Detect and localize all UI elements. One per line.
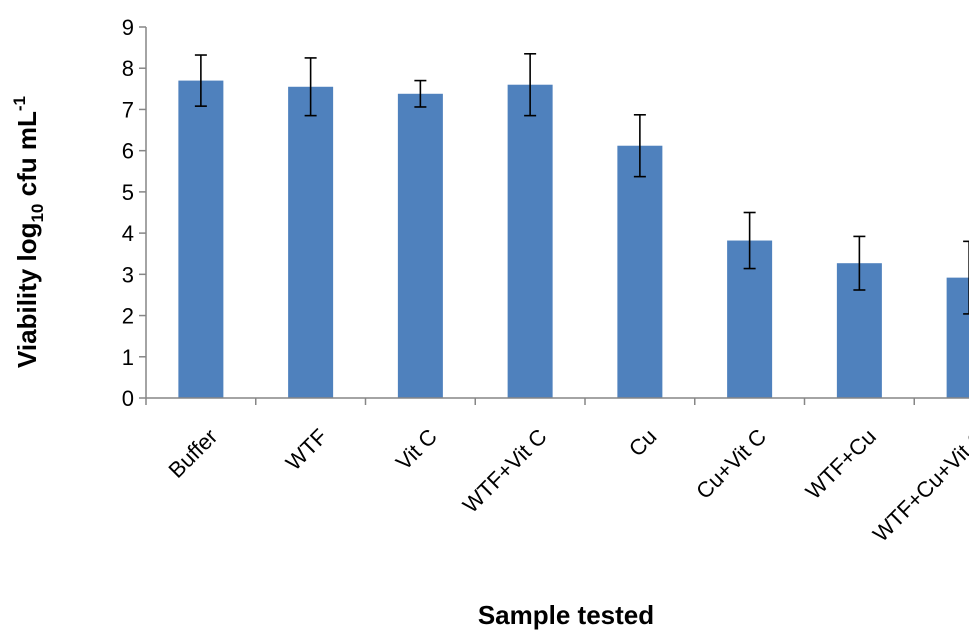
x-axis-title: Sample tested — [478, 600, 654, 630]
x-tick-label: WTF+Cu — [801, 424, 881, 504]
bar — [397, 93, 443, 398]
bars — [178, 80, 969, 399]
bar — [288, 86, 334, 399]
y-axis-title-middle: cfu mL — [12, 111, 42, 204]
y-tick-label: 6 — [122, 139, 134, 164]
x-tick-label: WTF+Cu+Vit C — [868, 424, 969, 547]
y-axis-title-prefix: Viability log — [12, 223, 42, 368]
y-axis-title-subscript: 10 — [28, 204, 47, 223]
y-axis-title: Viability log10 cfu mL-1 — [10, 96, 47, 368]
x-tick-label: Cu+Vit C — [691, 424, 771, 504]
y-tick-label: 3 — [122, 262, 134, 287]
y-axis-ticks: 0 1 2 3 4 5 6 7 8 9 — [122, 15, 146, 411]
y-tick-label: 5 — [122, 180, 134, 205]
x-tick-label: Cu — [624, 424, 662, 462]
y-tick-label: 9 — [122, 15, 134, 40]
y-tick-label: 1 — [122, 345, 134, 370]
bar — [507, 84, 553, 398]
x-tick-label: WTF — [281, 424, 332, 475]
y-axis-title-superscript: -1 — [10, 96, 29, 111]
y-tick-label: 7 — [122, 97, 134, 122]
bar — [946, 277, 969, 398]
y-tick-label: 8 — [122, 56, 134, 81]
y-tick-label: 4 — [122, 221, 134, 246]
error-bars — [194, 52, 969, 315]
bar — [178, 80, 224, 398]
y-tick-label: 0 — [122, 386, 134, 411]
x-tick-label: Buffer — [163, 424, 222, 483]
x-axis-ticks — [145, 398, 915, 405]
y-tick-label: 2 — [122, 304, 134, 329]
x-tick-label: Vit C — [391, 424, 442, 475]
x-tick-label: WTF+Vit C — [458, 424, 552, 518]
bar — [617, 145, 663, 398]
x-axis-labels: Buffer WTF Vit C WTF+Vit C Cu Cu+Vit C WTF+CuW… — [163, 424, 969, 547]
